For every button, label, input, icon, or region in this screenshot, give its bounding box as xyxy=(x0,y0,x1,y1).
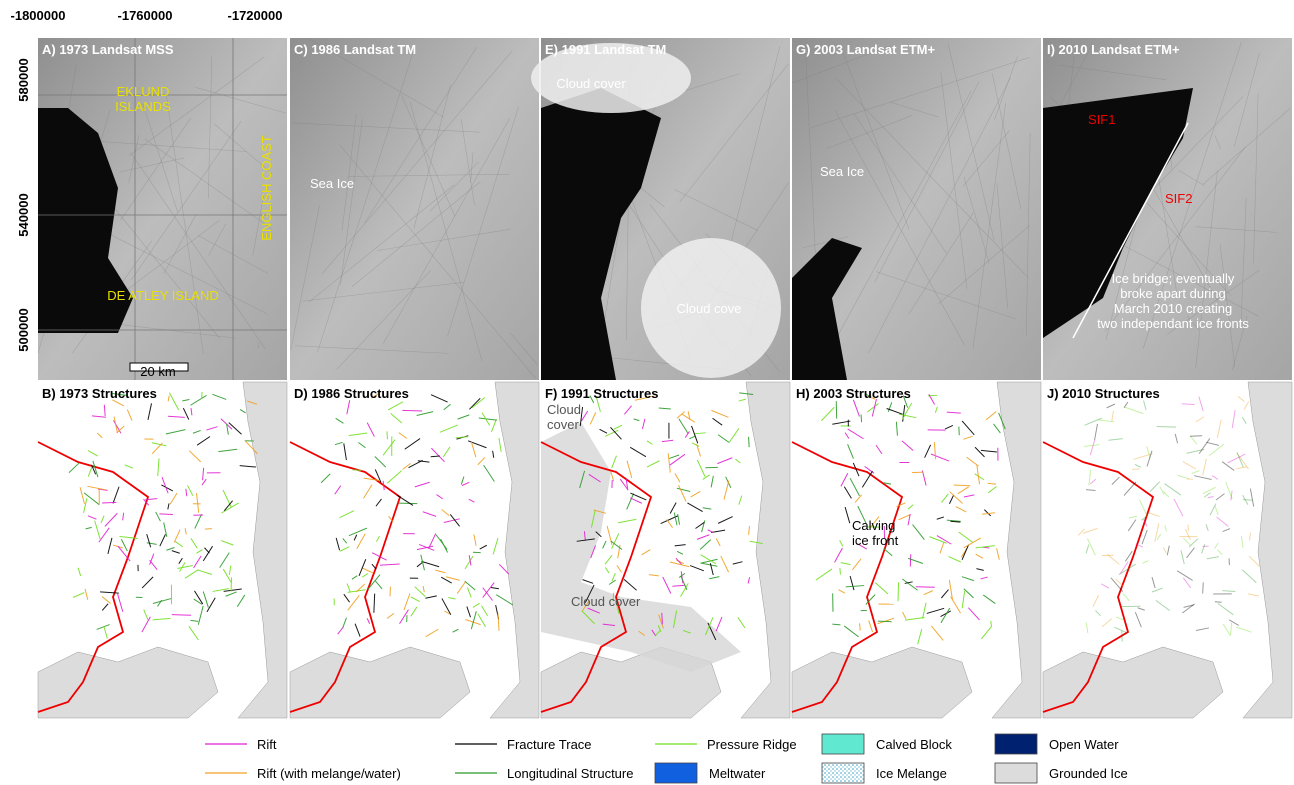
panel: I) 2010 Landsat ETM+ SIF1 SIF2 Ice bridge; … xyxy=(1043,38,1292,380)
x-tick-label: -1720000 xyxy=(228,8,283,23)
legend-label: Calved Block xyxy=(876,737,952,752)
structure-trace xyxy=(231,577,232,591)
panel: E) 1991 Landsat TM Cloud cover Cloud cove xyxy=(531,38,790,380)
structure-trace xyxy=(861,414,862,422)
annotation: DE ATLEY ISLAND xyxy=(107,288,219,303)
legend-swatch xyxy=(822,763,864,783)
y-tick-label: 500000 xyxy=(16,308,31,351)
legend-swatch xyxy=(655,763,697,783)
annotation: EKLUND xyxy=(117,84,170,99)
annotation: Ice bridge; eventually xyxy=(1112,271,1235,286)
legend-swatch xyxy=(995,734,1037,754)
structure-trace xyxy=(912,472,923,473)
satellite-image xyxy=(290,38,539,380)
y-tick-label: 540000 xyxy=(16,193,31,236)
annotation: Cloud xyxy=(547,402,581,417)
panel: A) 1973 Landsat MSS EKLUNDISLANDS ENGLISH … xyxy=(38,38,287,380)
panel: G) 2003 Landsat ETM+ Sea Ice xyxy=(792,38,1041,380)
legend-label: Pressure Ridge xyxy=(707,737,797,752)
structure-trace xyxy=(1243,500,1253,501)
legend-label: Rift (with melange/water) xyxy=(257,766,401,781)
structure-trace xyxy=(159,514,173,515)
panel-label: J) 2010 Structures xyxy=(1047,386,1160,401)
structure-trace xyxy=(878,621,892,622)
annotation: ENGLISH COAST xyxy=(259,135,274,241)
panel-label: C) 1986 Landsat TM xyxy=(294,42,416,57)
annotation: SIF2 xyxy=(1165,191,1192,206)
panel-label: B) 1973 Structures xyxy=(42,386,157,401)
figure: -1800000 -1760000 -1720000 580000 540000 5000… xyxy=(0,0,1294,785)
panel: C) 1986 Landsat TM Sea Ice xyxy=(290,38,539,380)
structure-trace xyxy=(1203,582,1204,593)
panel-label: A) 1973 Landsat MSS xyxy=(42,42,174,57)
structure-trace xyxy=(102,502,116,503)
legend-label: Rift xyxy=(257,737,277,752)
structure-trace xyxy=(749,437,750,447)
legend-label: Meltwater xyxy=(709,766,766,781)
legend-label: Longitudinal Structure xyxy=(507,766,633,781)
structure-trace xyxy=(916,587,935,588)
panel-label: D) 1986 Structures xyxy=(294,386,409,401)
structure-trace xyxy=(860,623,861,630)
x-tick-label: -1800000 xyxy=(11,8,66,23)
legend-label: Open Water xyxy=(1049,737,1119,752)
panel: B) 1973 Structures xyxy=(38,382,287,718)
legend-label: Grounded Ice xyxy=(1049,766,1128,781)
structure-trace xyxy=(662,613,663,624)
annotation: Cloud cove xyxy=(676,301,741,316)
annotation: Cloud cover xyxy=(571,594,641,609)
panel-label: E) 1991 Landsat TM xyxy=(545,42,666,57)
annotation: cover xyxy=(547,417,579,432)
annotation: Sea Ice xyxy=(820,164,864,179)
legend-swatch xyxy=(995,763,1037,783)
annotation: Cloud cover xyxy=(556,76,626,91)
panel-label: F) 1991 Structures xyxy=(545,386,658,401)
panel: D) 1986 Structures xyxy=(290,382,539,718)
panel-label: I) 2010 Landsat ETM+ xyxy=(1047,42,1180,57)
annotation: SIF1 xyxy=(1088,112,1115,127)
structure-trace xyxy=(399,503,417,504)
panel: F) 1991 StructuresCloudcover Cloud cover xyxy=(541,382,790,718)
annotation: ice front xyxy=(852,533,899,548)
structure-trace xyxy=(402,410,422,411)
annotation: ISLANDS xyxy=(115,99,171,114)
annotation: Calving xyxy=(852,518,895,533)
structure-trace xyxy=(840,568,841,575)
legend-label: Ice Melange xyxy=(876,766,947,781)
y-tick-label: 580000 xyxy=(16,58,31,101)
structure-trace xyxy=(1157,427,1176,428)
panel: H) 2003 Structures Calvingice front xyxy=(792,382,1041,718)
structure-trace xyxy=(431,456,440,457)
x-tick-label: -1760000 xyxy=(118,8,173,23)
annotation: two independant ice fronts xyxy=(1097,316,1249,331)
structure-trace xyxy=(172,615,191,616)
annotation: broke apart during xyxy=(1120,286,1226,301)
panel: J) 2010 Structures xyxy=(1043,382,1292,718)
annotation: 20 km xyxy=(140,364,175,379)
panel-label: G) 2003 Landsat ETM+ xyxy=(796,42,935,57)
annotation: Sea Ice xyxy=(310,176,354,191)
legend-label: Fracture Trace xyxy=(507,737,592,752)
annotation: March 2010 creating xyxy=(1114,301,1233,316)
legend-swatch xyxy=(822,734,864,754)
panel-label: H) 2003 Structures xyxy=(796,386,911,401)
structure-trace xyxy=(988,483,996,484)
